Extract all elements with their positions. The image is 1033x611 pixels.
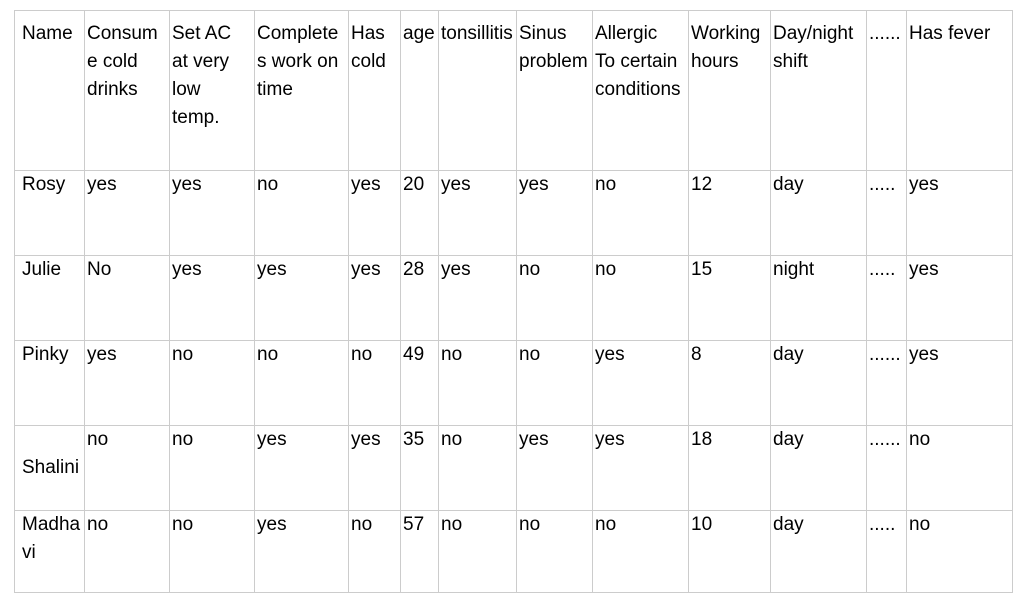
- table-row: Madhavi no no yes no 57 no no no 10 day..... no: [14, 510, 1013, 593]
- table-cell: .....: [866, 255, 907, 341]
- table-cell: Pinky: [14, 340, 85, 426]
- table-cell: yes: [438, 255, 517, 341]
- table-cell: yes: [438, 170, 517, 256]
- table-cell: yes: [348, 170, 401, 256]
- table-row: Rosy yes yes no yes 20 yes yes no 12 day..... yes: [14, 170, 1013, 256]
- table-row: Shalini no no yes yes 35 no yes yes 18 day...... no: [14, 425, 1013, 511]
- header-cell: Day/night shift: [770, 10, 867, 171]
- table-cell: yes: [516, 170, 593, 256]
- table-cell: yes: [254, 255, 349, 341]
- table-cell: no: [84, 510, 170, 593]
- patient-symptoms-table: Name Consume cold drinks Set AC at very lo…: [14, 10, 1013, 593]
- table-cell: yes: [84, 340, 170, 426]
- header-cell: age: [400, 10, 439, 171]
- table-cell: yes: [254, 425, 349, 511]
- table-cell: No: [84, 255, 170, 341]
- table-cell: 20: [400, 170, 439, 256]
- table-cell: no: [254, 340, 349, 426]
- table-cell: ......: [866, 425, 907, 511]
- table-cell: 10: [688, 510, 771, 593]
- table-cell: yes: [906, 170, 1013, 256]
- table-cell: Julie: [14, 255, 85, 341]
- table-cell: no: [592, 255, 689, 341]
- table-cell: 18: [688, 425, 771, 511]
- table-cell: night: [770, 255, 867, 341]
- header-cell: ......: [866, 10, 907, 171]
- table-cell: 35: [400, 425, 439, 511]
- header-cell: Allergic To certain conditions: [592, 10, 689, 171]
- header-cell: Set AC at very low temp.: [169, 10, 255, 171]
- table-cell: yes: [169, 255, 255, 341]
- table-cell: .....: [866, 510, 907, 593]
- table-cell: no: [438, 340, 517, 426]
- header-cell: Working hours: [688, 10, 771, 171]
- table-cell: Madhavi: [14, 510, 85, 593]
- table-cell: no: [254, 170, 349, 256]
- table-cell: yes: [348, 255, 401, 341]
- table-row: Julie No yes yes yes 28 yes no no 15 night..... yes: [14, 255, 1013, 341]
- table-cell: .....: [866, 170, 907, 256]
- header-cell: Completes work on time: [254, 10, 349, 171]
- table-cell: day: [770, 425, 867, 511]
- table-cell: no: [516, 340, 593, 426]
- table-cell: 15: [688, 255, 771, 341]
- table-cell: no: [348, 340, 401, 426]
- table-cell: yes: [906, 340, 1013, 426]
- table-cell: yes: [254, 510, 349, 593]
- table-cell: no: [84, 425, 170, 511]
- table-cell: yes: [592, 425, 689, 511]
- header-row: Name Consume cold drinks Set AC at very lo…: [14, 10, 1013, 171]
- table-cell: Rosy: [14, 170, 85, 256]
- table-cell: no: [592, 510, 689, 593]
- table-cell: no: [348, 510, 401, 593]
- table-body: Rosy yes yes no yes 20 yes yes no 12 day..... yes Ju…: [14, 170, 1013, 593]
- table-cell: 12: [688, 170, 771, 256]
- table-cell: yes: [516, 425, 593, 511]
- table-cell: no: [516, 255, 593, 341]
- table-cell: no: [438, 510, 517, 593]
- table-row: Pinky yes no no no 49 no no yes 8 day...... yes: [14, 340, 1013, 426]
- table-cell: Shalini: [14, 425, 85, 511]
- header-cell: Has cold: [348, 10, 401, 171]
- table-cell: day: [770, 170, 867, 256]
- table-cell: no: [592, 170, 689, 256]
- table-cell: 8: [688, 340, 771, 426]
- header-cell: Consume cold drinks: [84, 10, 170, 171]
- header-cell: Name: [14, 10, 85, 171]
- table-header: Name Consume cold drinks Set AC at very lo…: [14, 10, 1013, 171]
- table-cell: no: [906, 510, 1013, 593]
- table-cell: ......: [866, 340, 907, 426]
- table-cell: 28: [400, 255, 439, 341]
- table-cell: no: [169, 425, 255, 511]
- table-cell: no: [169, 340, 255, 426]
- table-cell: yes: [169, 170, 255, 256]
- table-cell: yes: [592, 340, 689, 426]
- table-cell: day: [770, 510, 867, 593]
- table-cell: day: [770, 340, 867, 426]
- table-cell: no: [438, 425, 517, 511]
- table-cell: 57: [400, 510, 439, 593]
- table-cell: no: [169, 510, 255, 593]
- table-cell: no: [516, 510, 593, 593]
- table-cell: yes: [906, 255, 1013, 341]
- header-cell: Sinus problem: [516, 10, 593, 171]
- table-cell: 49: [400, 340, 439, 426]
- table-cell: no: [906, 425, 1013, 511]
- table-cell: yes: [84, 170, 170, 256]
- header-cell: Has fever: [906, 10, 1013, 171]
- header-cell: tonsillitis: [438, 10, 517, 171]
- table-cell: yes: [348, 425, 401, 511]
